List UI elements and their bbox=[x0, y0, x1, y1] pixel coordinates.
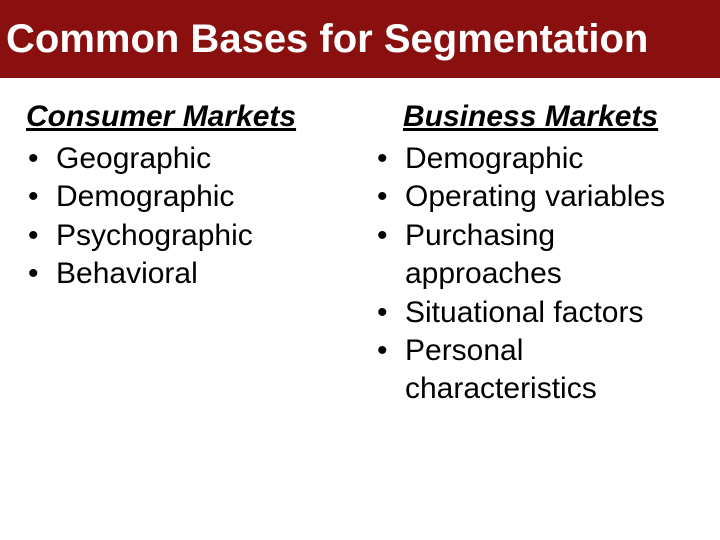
title-bar: Common Bases for Segmentation bbox=[0, 0, 720, 78]
list-item: Psychographic bbox=[26, 217, 351, 255]
slide: Common Bases for Segmentation Consumer M… bbox=[0, 0, 720, 540]
list-item: Demographic bbox=[375, 140, 700, 178]
list-item: Situational factors bbox=[375, 294, 700, 332]
list-item: Operating variables bbox=[375, 178, 700, 216]
column-header: Consumer Markets bbox=[26, 100, 351, 134]
list-item: Behavioral bbox=[26, 255, 351, 293]
list-item: Purchasing approaches bbox=[375, 217, 700, 294]
list-item: Personal characteristics bbox=[375, 332, 700, 409]
list-item: Demographic bbox=[26, 178, 351, 216]
column-consumer-markets: Consumer Markets Geographic Demographic … bbox=[26, 100, 351, 409]
column-business-markets: Business Markets Demographic Operating v… bbox=[375, 100, 700, 409]
slide-title: Common Bases for Segmentation bbox=[6, 18, 714, 60]
column-header: Business Markets bbox=[375, 100, 700, 134]
list-item: Geographic bbox=[26, 140, 351, 178]
slide-body: Consumer Markets Geographic Demographic … bbox=[0, 78, 720, 409]
list-business: Demographic Operating variables Purchasi… bbox=[375, 140, 700, 409]
list-consumer: Geographic Demographic Psychographic Beh… bbox=[26, 140, 351, 294]
